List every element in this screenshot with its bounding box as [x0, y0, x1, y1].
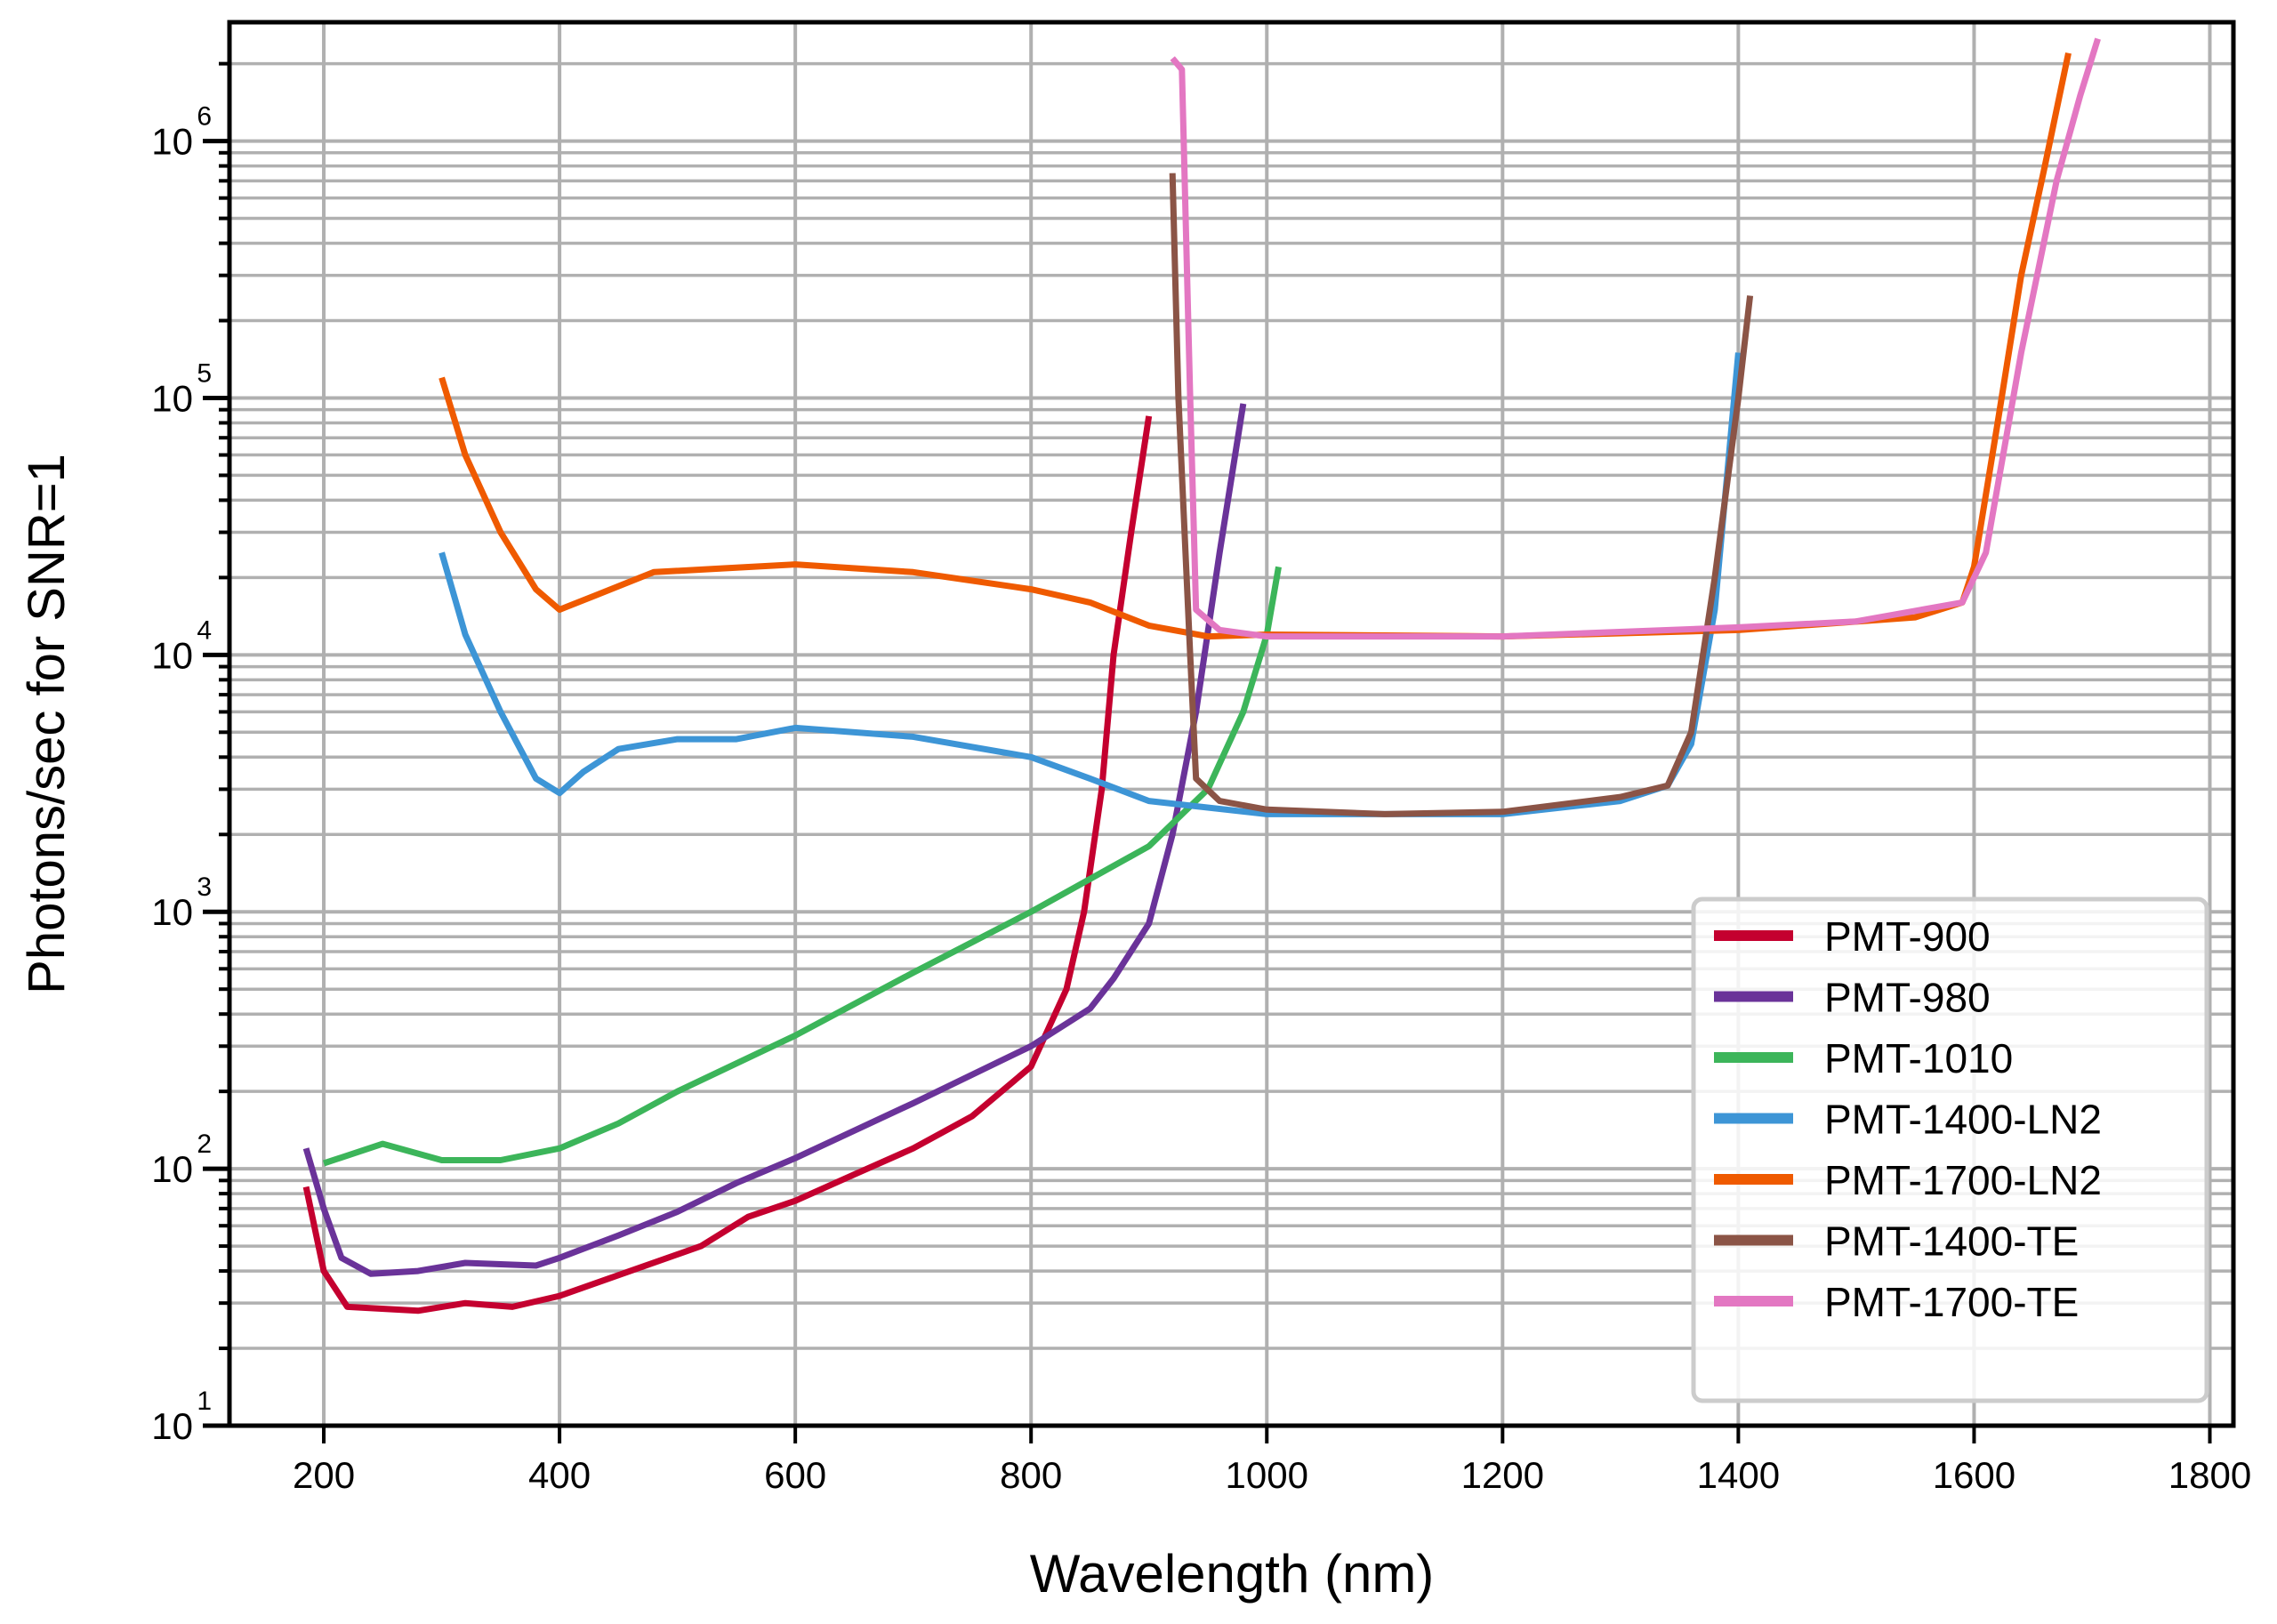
legend-label: PMT-900: [1824, 913, 1991, 960]
series-line-pmt-900: [302, 415, 1153, 1314]
series-line-pmt-980: [302, 403, 1247, 1277]
y-tick-label: 10: [151, 1405, 193, 1447]
x-tick-label: 600: [764, 1454, 826, 1496]
x-tick-label: 1200: [1461, 1454, 1544, 1496]
x-tick-label: 1800: [2168, 1454, 2251, 1496]
y-tick-label: 10: [151, 121, 193, 163]
y-tick-label: 10: [151, 1148, 193, 1190]
y-tick-exponent: 1: [197, 1387, 212, 1416]
plot-frame: [227, 20, 2236, 1428]
x-tick-label: 1000: [1226, 1454, 1308, 1496]
legend-label: PMT-1700-TE: [1824, 1279, 2079, 1325]
y-tick-exponent: 2: [197, 1130, 212, 1159]
y-tick-label: 10: [151, 891, 193, 933]
legend-label: PMT-1700-LN2: [1824, 1157, 2102, 1203]
series-line-pmt-1010: [322, 566, 1282, 1167]
y-tick-exponent: 4: [197, 615, 212, 645]
legend-label: PMT-1400-TE: [1824, 1218, 2079, 1265]
legend: PMT-900 PMT-980 PMT-1010 PMT-1400-LN2 PMT-17…: [1691, 896, 2209, 1403]
y-tick-label: 10: [151, 634, 193, 676]
legend-box: [1691, 896, 2209, 1403]
series-line-pmt-1400-te: [1169, 173, 1754, 817]
x-tick-label: 1600: [1933, 1454, 2016, 1496]
series-line-pmt-1700-ln2: [439, 52, 2072, 640]
y-tick-exponent: 3: [197, 872, 212, 902]
y-tick-exponent: 5: [197, 358, 212, 388]
y-tick-label: 10: [151, 377, 193, 419]
ticks: 200 400 600 800 1000 1200 1400 1600 180010110210…: [151, 61, 2251, 1496]
series-line-pmt-1700-te: [1170, 37, 2101, 640]
y-tick-exponent: 6: [197, 102, 212, 132]
series-lines: [302, 37, 2101, 1314]
x-tick-label: 1400: [1697, 1454, 1780, 1496]
x-axis-label: Wavelength (nm): [1030, 1544, 1435, 1604]
x-tick-label: 800: [1000, 1454, 1062, 1496]
legend-label: PMT-980: [1824, 975, 1991, 1021]
x-tick-label: 400: [528, 1454, 591, 1496]
y-axis-label: Photons/sec for SNR=1: [18, 454, 76, 994]
legend-label: PMT-1010: [1824, 1035, 2013, 1081]
x-tick-label: 200: [293, 1454, 355, 1496]
legend-label: PMT-1400-LN2: [1824, 1097, 2102, 1143]
